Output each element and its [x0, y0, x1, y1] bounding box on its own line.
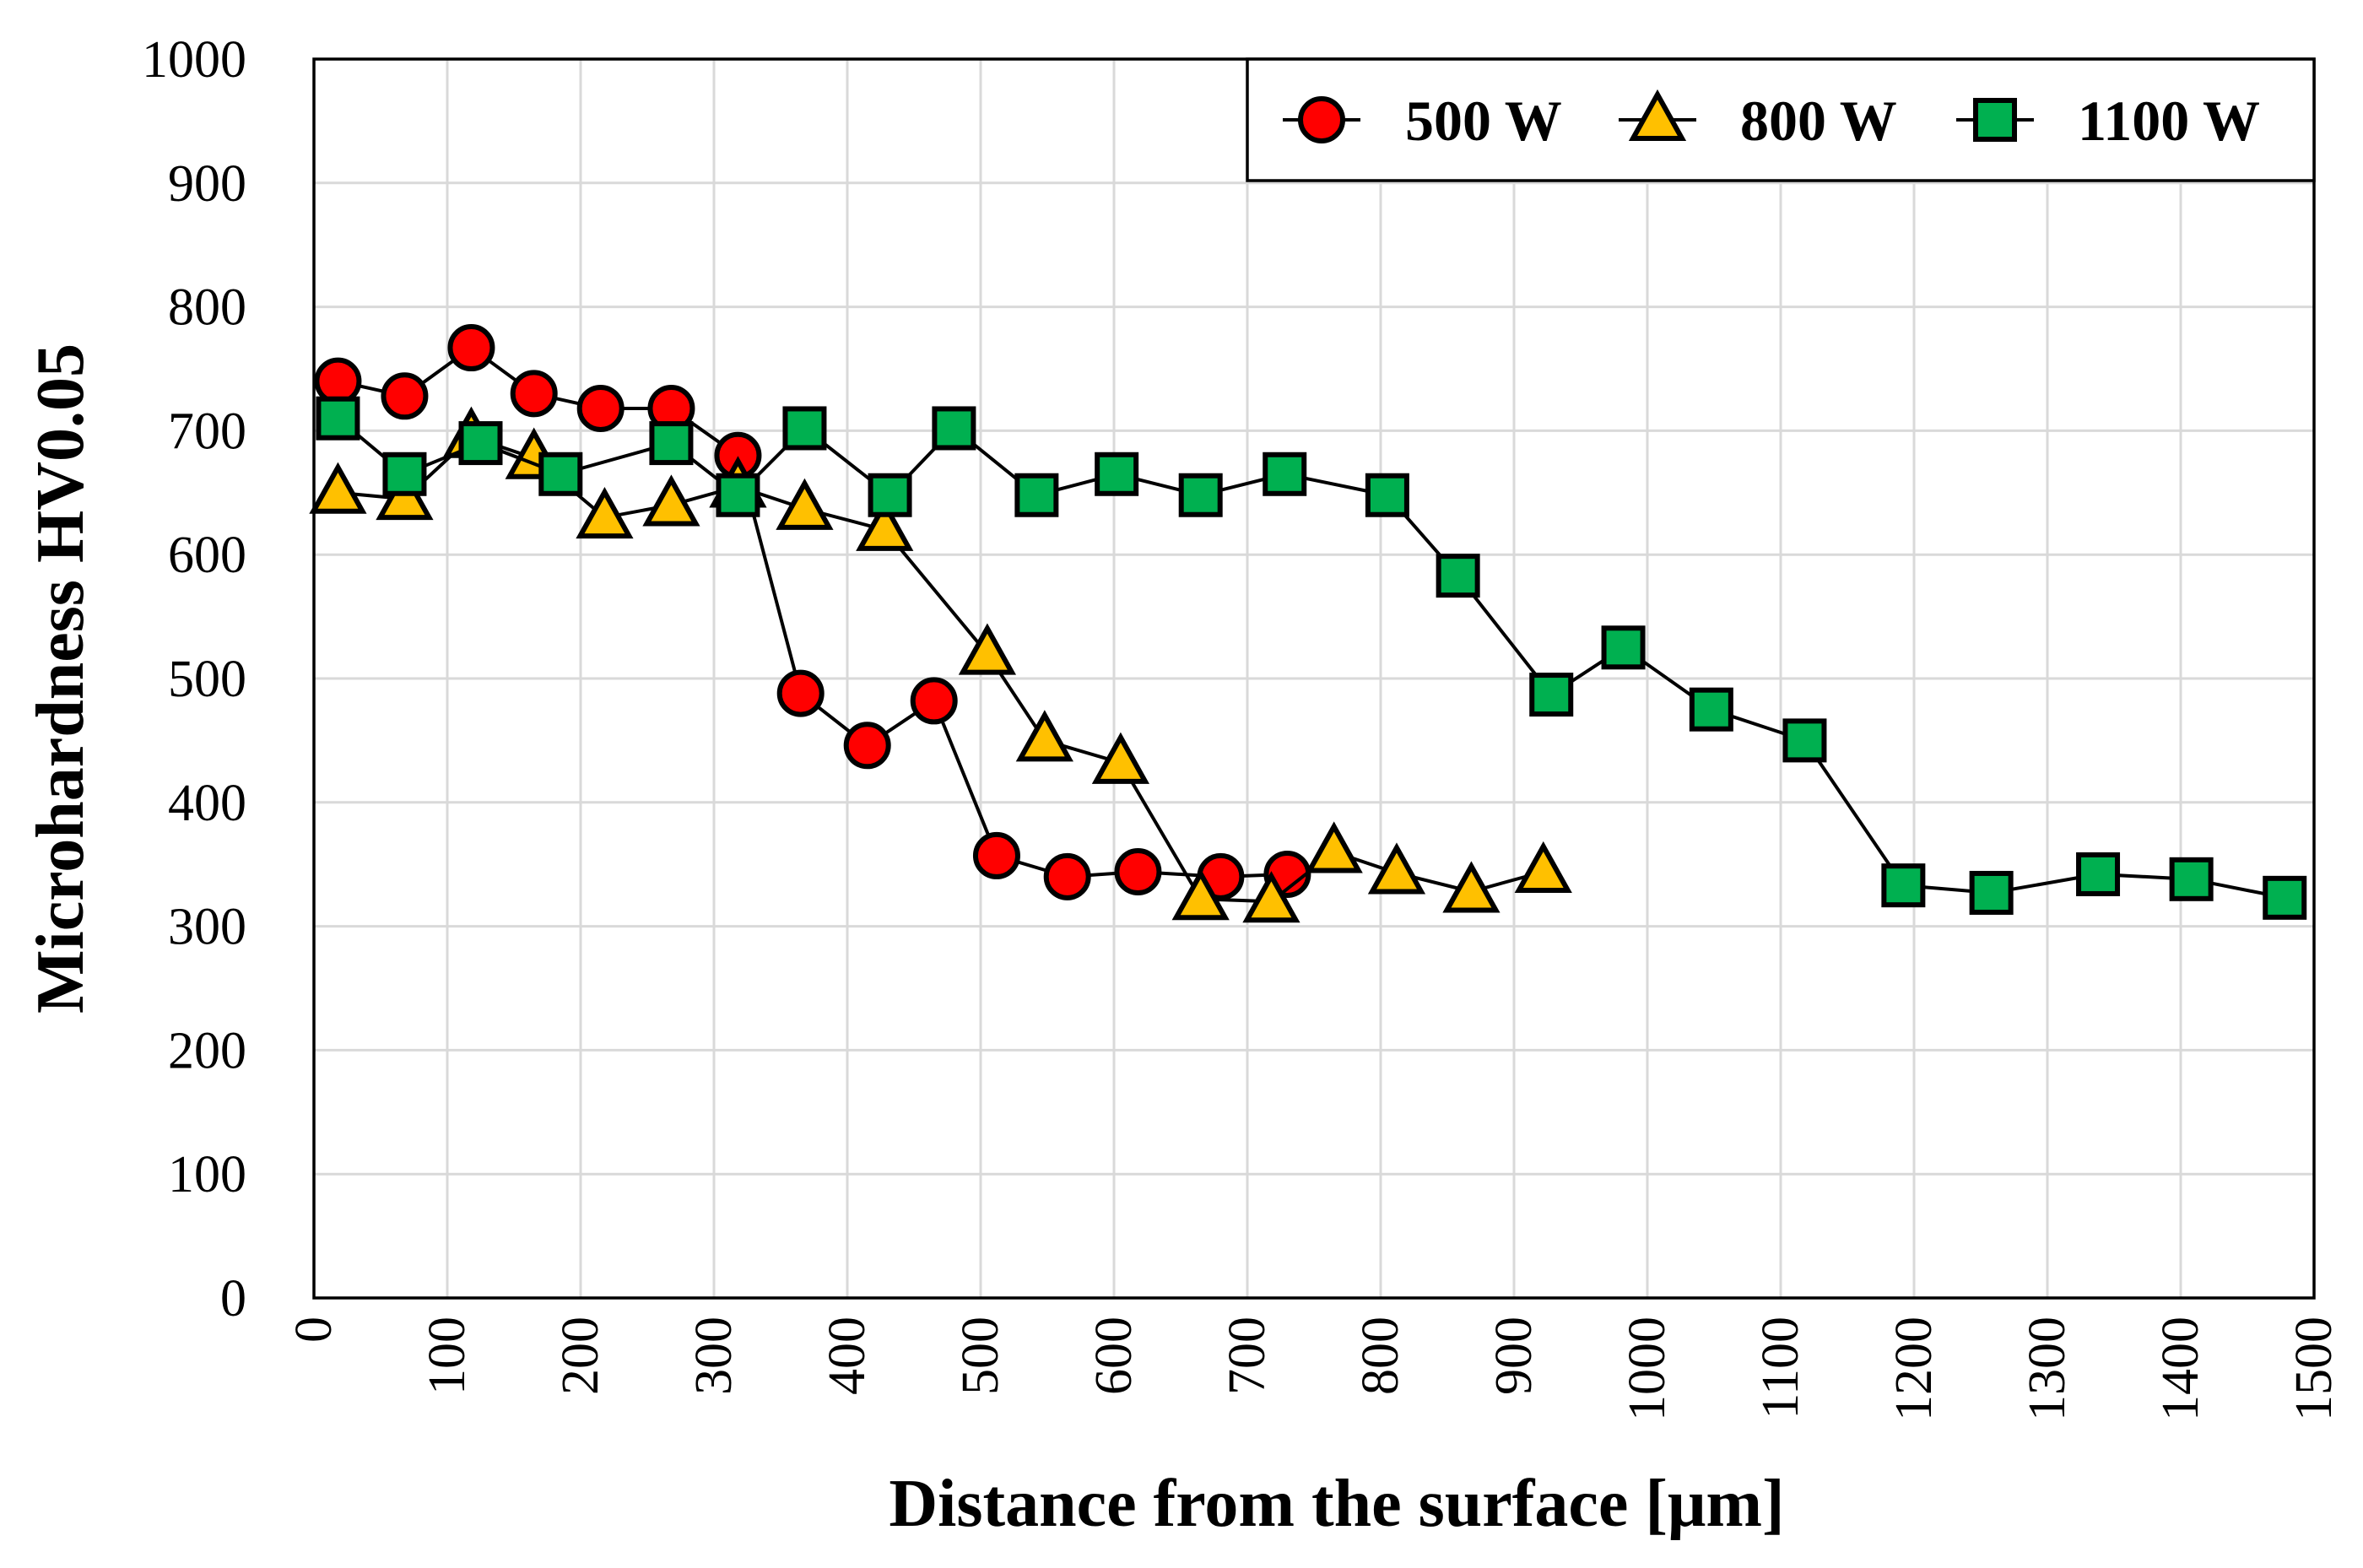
- data-point-800-w-10: [1015, 710, 1073, 762]
- data-point-1100-w-20: [1969, 870, 2014, 915]
- y-tick-label-4: 400: [168, 775, 246, 832]
- y-tick-label-7: 700: [168, 403, 246, 460]
- data-point-1100-w-0: [316, 396, 360, 441]
- y-axis-ticks: 0 100 200 300 400 500 600 700 800 900 1000: [142, 31, 246, 1327]
- data-point-1100-w-22: [2169, 857, 2214, 901]
- data-point-1100-w-14: [1436, 554, 1480, 598]
- data-point-500-w-12: [1114, 848, 1162, 896]
- x-tick-label-9: 900: [1485, 1317, 1543, 1395]
- y-tick-label-5: 500: [168, 651, 246, 708]
- x-tick-label-13: 1300: [2019, 1317, 2076, 1421]
- x-tick-label-10: 1000: [1619, 1317, 1676, 1421]
- data-point-1100-w-7: [868, 473, 912, 517]
- legend-box: [1246, 57, 2316, 182]
- data-point-800-w-15: [1367, 842, 1426, 895]
- y-tick-label-2: 200: [168, 1022, 246, 1079]
- legend-item-1100-w: 1100 W: [1956, 89, 2260, 153]
- data-point-800-w-4: [576, 487, 634, 539]
- legend-label-1100-w: 1100 W: [2078, 89, 2260, 153]
- data-point-500-w-11: [1043, 852, 1091, 900]
- data-point-1100-w-9: [1014, 473, 1059, 517]
- x-tick-label-15: 1500: [2285, 1317, 2343, 1421]
- series-500-w: [314, 324, 1311, 900]
- y-tick-label-1: 100: [168, 1146, 246, 1203]
- legend-marker-1100-w: [1973, 98, 2017, 142]
- data-point-500-w-10: [972, 831, 1020, 879]
- x-tick-label-11: 1100: [1752, 1317, 1809, 1419]
- data-point-1100-w-16: [1601, 625, 1646, 670]
- x-tick-label-3: 300: [685, 1317, 743, 1395]
- data-point-1100-w-15: [1529, 673, 1574, 717]
- y-tick-label-9: 900: [168, 155, 246, 213]
- data-point-1100-w-4: [649, 421, 694, 466]
- plot-series: [309, 324, 2307, 923]
- data-point-800-w-17: [1514, 841, 1572, 894]
- legend-marker-500-w: [1298, 96, 1345, 143]
- data-point-800-w-13: [1242, 871, 1300, 923]
- y-tick-label-3: 300: [168, 899, 246, 956]
- data-point-1100-w-3: [538, 451, 583, 496]
- series-line-800-w: [338, 435, 1544, 904]
- data-point-1100-w-2: [458, 421, 503, 466]
- x-tick-label-0: 0: [285, 1317, 343, 1343]
- legend: 500 W 800 W 1100 W: [1246, 57, 2316, 182]
- data-point-500-w-1: [381, 372, 429, 420]
- y-axis-title: Microhardness HV0.05: [24, 343, 98, 1014]
- legend-marker-800-w: [1628, 89, 1687, 141]
- data-point-1100-w-10: [1095, 451, 1139, 496]
- grid-lines: [314, 59, 2314, 1298]
- y-tick-label-8: 800: [168, 279, 246, 337]
- data-point-500-w-9: [910, 677, 958, 725]
- data-point-800-w-12: [1171, 868, 1230, 921]
- data-point-1100-w-23: [2263, 875, 2307, 920]
- legend-label-800-w: 800 W: [1740, 89, 1897, 153]
- x-tick-label-5: 500: [952, 1317, 1009, 1395]
- data-point-1100-w-1: [382, 451, 427, 496]
- data-point-1100-w-12: [1263, 451, 1307, 496]
- x-tick-label-6: 600: [1085, 1317, 1143, 1395]
- data-point-1100-w-5: [716, 473, 760, 517]
- data-point-500-w-7: [776, 669, 825, 717]
- data-point-800-w-9: [958, 623, 1017, 675]
- y-tick-label-6: 600: [168, 527, 246, 584]
- x-tick-label-2: 200: [552, 1317, 609, 1395]
- data-point-500-w-8: [843, 722, 891, 770]
- data-point-500-w-0: [314, 357, 362, 405]
- x-axis-title: Distance from the surface [μm]: [889, 1467, 1784, 1541]
- data-point-1100-w-6: [782, 406, 827, 451]
- x-tick-label-4: 400: [819, 1317, 876, 1395]
- data-point-800-w-11: [1091, 732, 1150, 784]
- data-point-1100-w-21: [2076, 852, 2121, 896]
- legend-label-500-w: 500 W: [1405, 89, 1562, 153]
- data-point-800-w-14: [1305, 821, 1363, 873]
- y-tick-label-10: 1000: [142, 31, 246, 89]
- y-tick-label-0: 0: [220, 1270, 246, 1327]
- data-point-800-w-7: [776, 478, 834, 530]
- data-point-800-w-8: [856, 499, 914, 551]
- data-point-1100-w-13: [1365, 473, 1409, 517]
- data-point-1100-w-8: [932, 406, 976, 451]
- data-point-1100-w-18: [1782, 718, 1827, 763]
- data-point-500-w-2: [447, 324, 495, 372]
- data-point-800-w-16: [1442, 861, 1501, 913]
- data-point-800-w-5: [642, 474, 700, 527]
- x-tick-label-7: 700: [1219, 1317, 1276, 1395]
- data-point-1100-w-19: [1881, 863, 1926, 908]
- data-point-500-w-4: [576, 384, 625, 432]
- data-point-500-w-3: [510, 370, 558, 418]
- series-1100-w: [316, 396, 2307, 920]
- x-tick-label-14: 1400: [2152, 1317, 2209, 1421]
- data-point-1100-w-17: [1689, 687, 1733, 732]
- x-tick-label-12: 1200: [1885, 1317, 1943, 1421]
- x-tick-label-8: 800: [1352, 1317, 1409, 1395]
- x-tick-label-1: 100: [419, 1317, 476, 1395]
- legend-item-800-w: 800 W: [1619, 89, 1897, 153]
- legend-item-500-w: 500 W: [1283, 89, 1562, 153]
- x-axis-ticks: 0 100 200 300 400 500 600 700 800 900 1000 1100 1200…: [285, 1317, 2343, 1421]
- data-point-1100-w-11: [1178, 473, 1223, 517]
- data-point-800-w-0: [309, 462, 367, 514]
- series-line-1100-w: [337, 417, 2285, 900]
